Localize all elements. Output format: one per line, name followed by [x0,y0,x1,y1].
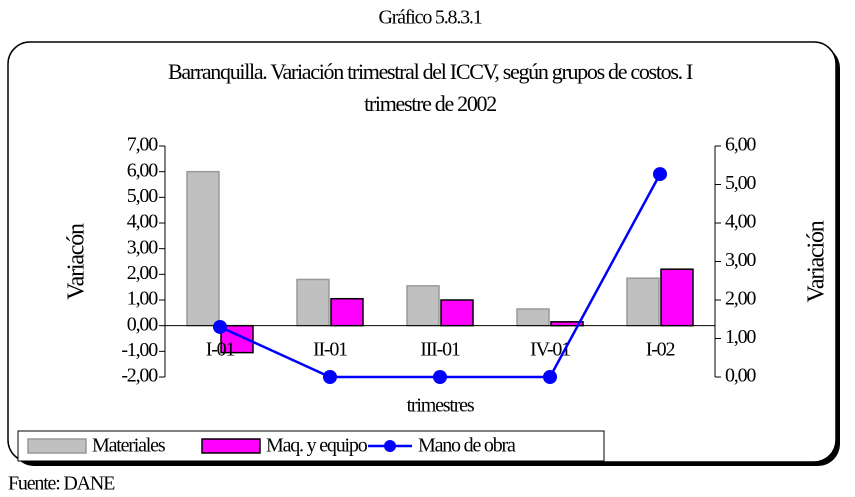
frame [7,41,837,463]
y-tick-label: 4,00 [127,211,158,233]
marker [543,370,557,384]
y-tick-label: -2,00 [121,365,158,387]
y2-tick-label: 0,00 [725,365,756,387]
y-tick-label: -1,00 [121,339,158,361]
legend-label: Mano de obra [418,435,516,457]
x-tick-label: III-01 [420,339,460,361]
y2-tick-label: 2,00 [725,288,756,310]
legend-label: Maq. y equipo [266,435,368,457]
y-tick-label: 1,00 [127,288,158,310]
legend [17,430,605,462]
y2-tick-label: 4,00 [725,211,756,233]
bar [440,299,474,327]
marker [323,370,337,384]
marker [653,167,667,182]
marker [213,319,227,334]
legend-swatch [27,438,87,454]
chart-title: Barranquilla. Variación trimestral del I… [167,59,693,116]
y-tick-label: 5,00 [127,185,158,207]
y-axis-label: Variacón [64,223,90,300]
x-tick-label: II-01 [313,339,347,361]
bar [186,170,220,327]
y-tick-label: 2,00 [127,262,158,284]
y2-tick-label: 3,00 [725,249,756,271]
source: Fuente: DANE [8,473,115,495]
bar [516,308,550,327]
legend-marker [384,440,396,452]
x-tick-label: I-02 [646,339,675,361]
legend-swatch [201,438,261,454]
y2-axis-label: Variación [804,220,830,302]
y2-tick-label: 6,00 [725,134,756,156]
bar [330,297,364,327]
x-tick-label: I-01 [206,339,235,361]
y2-tick-label: 5,00 [725,172,756,194]
y2-tick-label: 1,00 [725,326,756,348]
marker [433,370,447,384]
bar [626,277,660,327]
header: Gráfico 5.8.3.1 [378,7,481,29]
bar [660,268,694,327]
y-tick-label: 3,00 [127,236,158,258]
bar [296,278,330,327]
y-tick-label: 7,00 [127,134,158,156]
bar [406,285,440,327]
y-tick-label: 6,00 [127,159,158,181]
x-axis-label: trimestres [407,395,475,417]
legend-label: Materiales [92,435,166,457]
y-tick-label: 0,00 [127,313,158,335]
